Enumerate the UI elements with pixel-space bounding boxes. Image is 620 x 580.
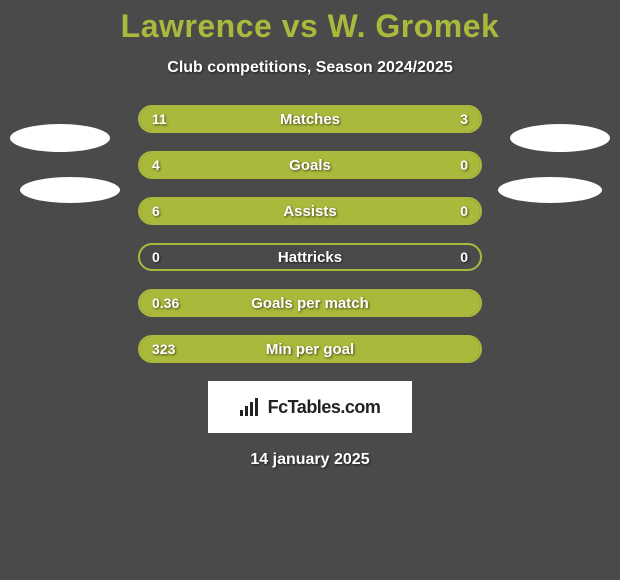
- stat-row: 0.36Goals per match: [138, 289, 482, 317]
- logo-text: FcTables.com: [268, 397, 381, 418]
- stat-label: Goals per match: [140, 295, 480, 312]
- stat-value-right: 0: [460, 157, 468, 173]
- stat-value-left: 0: [152, 249, 160, 265]
- stat-value-right: 0: [460, 249, 468, 265]
- comparison-infographic: Lawrence vs W. Gromek Club competitions,…: [0, 0, 620, 469]
- bars-wrap: 113Matches40Goals60Assists00Hattricks0.3…: [138, 105, 482, 363]
- stat-value-right: 0: [460, 203, 468, 219]
- stat-row: 11 3Matches: [138, 105, 482, 133]
- stat-row: 4 0Goals: [138, 151, 482, 179]
- fctables-logo: FcTables.com: [208, 381, 412, 433]
- stat-value-left: 6: [152, 203, 160, 219]
- stat-label: Goals: [140, 157, 480, 174]
- stat-value-left: 11: [152, 111, 167, 127]
- stat-value-left: 0.36: [152, 295, 179, 311]
- stats-chart: 113Matches40Goals60Assists00Hattricks0.3…: [0, 105, 620, 363]
- stat-label: Assists: [140, 203, 480, 220]
- date-label: 14 january 2025: [0, 451, 620, 469]
- stat-value-right: 3: [460, 111, 468, 127]
- stat-label: Hattricks: [140, 249, 480, 266]
- barchart-icon: [240, 398, 262, 416]
- stat-label: Matches: [140, 111, 480, 128]
- stat-value-left: 4: [152, 157, 160, 173]
- stat-row: 6 0Assists: [138, 197, 482, 225]
- stat-label: Min per goal: [140, 341, 480, 358]
- stat-row: 0 0Hattricks: [138, 243, 482, 271]
- stat-row: 323Min per goal: [138, 335, 482, 363]
- page-title: Lawrence vs W. Gromek: [0, 0, 620, 45]
- stat-value-left: 323: [152, 341, 175, 357]
- page-subtitle: Club competitions, Season 2024/2025: [0, 59, 620, 77]
